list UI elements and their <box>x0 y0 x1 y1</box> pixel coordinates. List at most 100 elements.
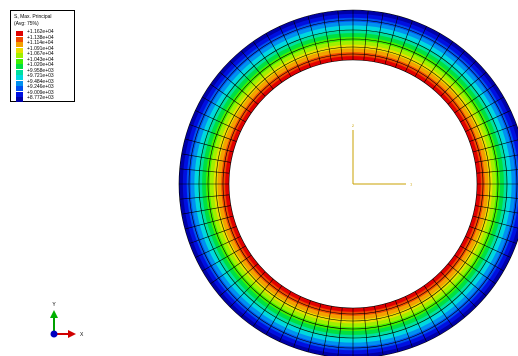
mesh-radial-edge <box>460 96 504 123</box>
mesh-radial-edge <box>423 41 454 83</box>
mesh-radial-edge <box>279 26 301 72</box>
mesh-radial-edge <box>432 278 466 318</box>
mesh-radial-edge <box>465 236 511 258</box>
mesh-edges <box>178 9 518 356</box>
ring-contour-plot <box>179 10 518 356</box>
legend-label: +9.721e+03 <box>27 73 54 79</box>
mesh-radial-edge <box>307 303 322 353</box>
view-triad: Y X <box>50 302 84 338</box>
mesh-radial-edge <box>475 205 518 214</box>
mesh-radial-edge <box>202 96 246 123</box>
mesh-radial-edge <box>423 285 454 327</box>
mesh-radial-edge <box>279 296 301 342</box>
mesh-radial-edge <box>374 12 384 62</box>
mesh-radial-edge <box>195 110 241 132</box>
mesh-radial-edge <box>181 205 231 215</box>
mesh-radial-edge <box>395 20 413 68</box>
legend-label: +1.067e+04 <box>27 51 54 57</box>
mesh-radial-edge <box>465 110 511 132</box>
mesh-radial-edge <box>252 285 283 327</box>
legend-swatch <box>16 80 23 86</box>
mesh-radial-edge <box>240 50 274 90</box>
legend-label: +9.009e+03 <box>27 89 54 96</box>
legend-swatch <box>16 47 23 53</box>
mesh-radial-edge <box>469 124 517 142</box>
mesh-radial-edge <box>460 245 504 272</box>
legend-label: +1.114e+04 <box>27 40 54 46</box>
contour-legend: S, Max. Principal (Avg: 75%) +1.162e+04 +… <box>10 10 75 102</box>
mesh-radial-edge <box>475 154 518 163</box>
mesh-radial-edge <box>219 263 259 297</box>
mesh-radial-edge <box>363 307 369 356</box>
mesh-radial-edge <box>472 139 518 153</box>
mesh-radial-edge <box>210 254 252 285</box>
triad-y-label: Y <box>52 302 56 308</box>
legend-title: S, Max. Principal <box>14 14 52 20</box>
local-csys: 2 1 <box>352 123 413 187</box>
legend-swatch <box>16 42 23 47</box>
mesh-radial-edge <box>240 278 274 318</box>
mesh-radial-edge <box>219 71 259 105</box>
mesh-radial-edge <box>195 236 241 258</box>
csys-label-2: 2 <box>352 123 355 128</box>
mesh-radial-edge <box>229 271 266 308</box>
triad-y-arrowhead <box>50 310 58 318</box>
mesh-radial-edge <box>322 306 332 356</box>
mesh-radial-edge <box>210 83 252 114</box>
mesh-radial-edge <box>384 303 399 353</box>
mesh-radial-edge <box>405 296 427 342</box>
legend-label: +9.484e+03 <box>27 78 54 85</box>
mesh-radial-edge <box>337 307 343 356</box>
triad-x-label: X <box>80 332 84 338</box>
mesh-radial-edge <box>184 215 234 230</box>
mesh-radial-edge <box>189 226 237 244</box>
legend-averaging: (Avg: 75%) <box>14 21 39 27</box>
mesh-radial-edge <box>202 245 246 272</box>
mesh-radial-edge <box>454 83 496 114</box>
mesh-radial-edge <box>405 26 427 72</box>
triad-origin <box>50 330 58 338</box>
mesh-radial-edge <box>440 271 477 308</box>
legend-label: +9.958e+03 <box>27 67 54 74</box>
legend-label: +9.246e+03 <box>27 84 54 90</box>
mesh-radial-edge <box>440 60 477 97</box>
mesh-radial-edge <box>454 254 496 285</box>
legend-label: +1.162e+04 <box>27 29 54 35</box>
legend-swatch <box>16 58 23 64</box>
mesh-radial-edge <box>384 15 399 65</box>
legend-swatch <box>16 53 23 58</box>
legend-label: +8.772e+03 <box>27 95 54 101</box>
mesh-radial-edge <box>189 124 237 142</box>
mesh-radial-edge <box>179 194 230 200</box>
mesh-radial-edge <box>229 60 266 97</box>
mesh-radial-edge <box>265 33 292 77</box>
csys-label-1: 1 <box>410 182 413 187</box>
mesh-radial-edge <box>307 15 322 65</box>
mesh-radial-edge <box>476 194 518 199</box>
mesh-radial-edge <box>472 215 518 229</box>
mesh-radial-edge <box>179 168 230 174</box>
mesh-radial-edge <box>322 12 332 62</box>
legend-label: +1.043e+04 <box>27 56 54 63</box>
mesh-radial-edge <box>374 306 384 356</box>
mesh-radial-edge <box>476 169 518 174</box>
mesh-radial-edge <box>184 138 234 153</box>
mesh-radial-edge <box>432 50 466 90</box>
mesh-radial-edge <box>469 226 517 244</box>
legend-swatch <box>16 91 23 97</box>
mesh-radial-edge <box>447 71 487 105</box>
mesh-radial-edge <box>414 33 441 77</box>
legend-label: +1.091e+04 <box>27 45 54 52</box>
legend-swatch <box>16 97 23 102</box>
mesh-radial-edge <box>337 10 343 61</box>
mesh-radial-edge <box>293 20 311 68</box>
triad-x-arrowhead <box>68 330 76 338</box>
mesh-radial-edge <box>414 291 441 335</box>
mesh-radial-edge <box>395 300 413 348</box>
legend-swatch <box>16 64 23 69</box>
legend-label: +1.020e+04 <box>27 62 54 68</box>
legend-label: +1.138e+04 <box>27 34 54 41</box>
legend-swatch <box>16 75 23 80</box>
mesh-radial-edge <box>447 263 487 297</box>
